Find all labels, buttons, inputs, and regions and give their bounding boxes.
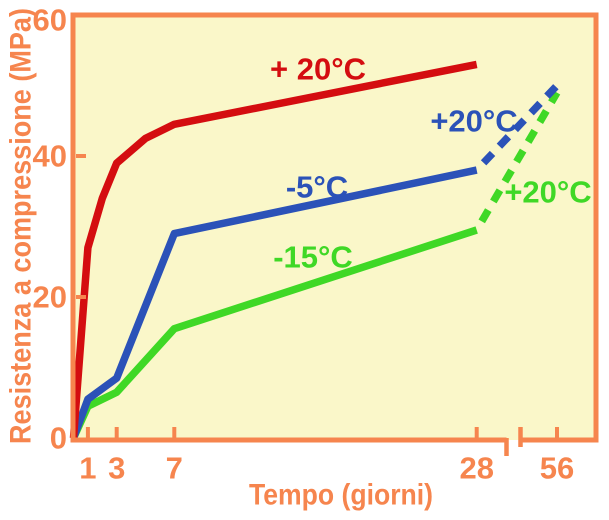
y-tick-label-20: 20	[33, 280, 67, 315]
axis-group	[70, 12, 599, 456]
y-axis-title: Resistenza a compressione (MPa)	[5, 8, 38, 444]
plot-background	[73, 15, 596, 440]
x-tick-label-7: 7	[166, 451, 183, 486]
series-group	[69, 60, 561, 440]
y-tick-label-60: 60	[33, 3, 67, 38]
series-line-minus15-then-plus20-dashed	[473, 90, 561, 232]
x-tick-label-1: 1	[79, 451, 96, 486]
x-axis-title: Tempo (giorni)	[249, 479, 433, 512]
x-tick-label-3: 3	[108, 451, 125, 486]
y-tick-label-40: 40	[33, 139, 67, 174]
series-label-minus5-solid: -5°C	[286, 170, 348, 205]
series-line-minus5-then-plus20-dashed	[473, 82, 560, 173]
series-label-minus15-then-plus20-dashed: +20°C	[504, 175, 591, 210]
x-tick-label-56: 56	[540, 451, 574, 486]
tick-group: 1 3 7 28 56 0 20 40 60	[33, 3, 575, 486]
plot-area-group	[73, 15, 596, 440]
series-label-minus5-then-plus20-dashed: +20°C	[430, 104, 517, 139]
series-label-plus20-solid: + 20°C	[270, 52, 366, 87]
y-tick-label-0: 0	[50, 421, 67, 456]
curve-label-group: + 20°C -5°C -15°C +20°C +20°C	[270, 52, 592, 275]
series-line-minus5-solid	[69, 166, 478, 440]
series-label-minus15-solid: -15°C	[273, 240, 353, 275]
series-line-plus20-solid	[69, 60, 478, 439]
axis-frame	[70, 12, 599, 440]
x-tick-label-28: 28	[459, 451, 493, 486]
